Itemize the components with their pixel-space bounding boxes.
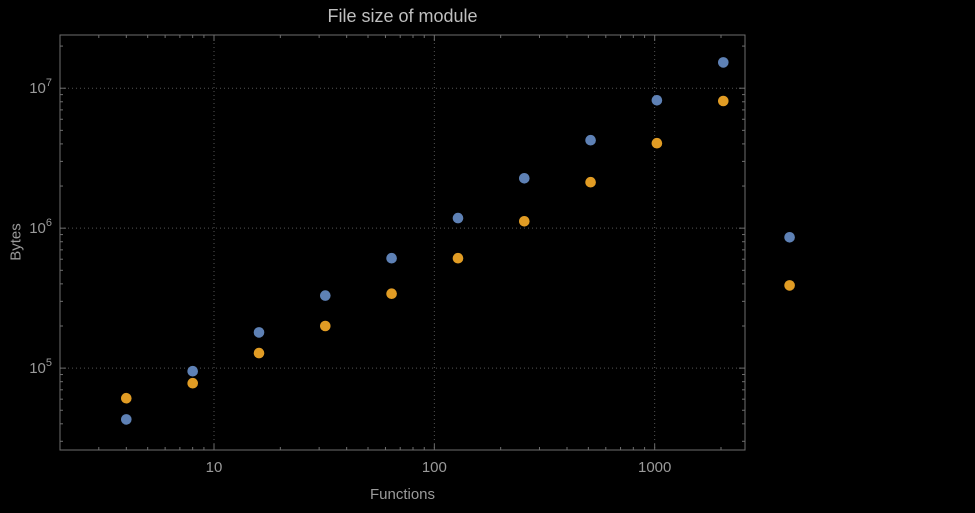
y-tick-label: 106 <box>29 217 52 237</box>
data-point-series-1-blue <box>585 134 596 146</box>
y-axis-label: Bytes <box>7 223 25 261</box>
data-point-series-2-orange <box>386 288 397 300</box>
x-tick-label: 10 <box>206 459 223 476</box>
x-axis-label: Functions <box>369 486 436 503</box>
data-point-series-1-blue <box>784 232 795 243</box>
data-point-series-2-orange <box>585 176 596 188</box>
data-point-series-1-blue <box>452 212 464 224</box>
data-point-series-1-blue <box>320 290 331 301</box>
data-point-series-2-orange <box>784 280 795 291</box>
data-point-series-1-blue <box>718 57 729 68</box>
data-point-series-1-blue <box>386 252 397 264</box>
chart-title: File size of module <box>327 6 478 26</box>
data-point-series-2-orange <box>452 252 464 264</box>
data-point-series-1-blue <box>651 95 663 106</box>
data-point-series-2-orange <box>718 95 729 107</box>
x-tick-label: 1000 <box>638 459 671 476</box>
data-point-series-2-orange <box>187 377 198 389</box>
data-point-series-1-blue <box>121 414 132 425</box>
data-point-series-1-blue <box>519 173 530 184</box>
data-point-series-2-orange <box>253 347 265 359</box>
data-point-series-2-orange <box>121 392 132 404</box>
x-tick-label: 100 <box>422 459 447 476</box>
y-tick-label: 107 <box>29 77 52 97</box>
data-point-series-2-orange <box>651 137 663 149</box>
plot-frame <box>59 34 746 451</box>
y-tick-label: 105 <box>29 357 52 377</box>
data-point-series-2-orange <box>320 320 331 332</box>
data-point-series-2-orange <box>519 216 530 227</box>
data-point-series-1-blue <box>187 365 198 377</box>
data-point-series-1-blue <box>253 327 265 338</box>
